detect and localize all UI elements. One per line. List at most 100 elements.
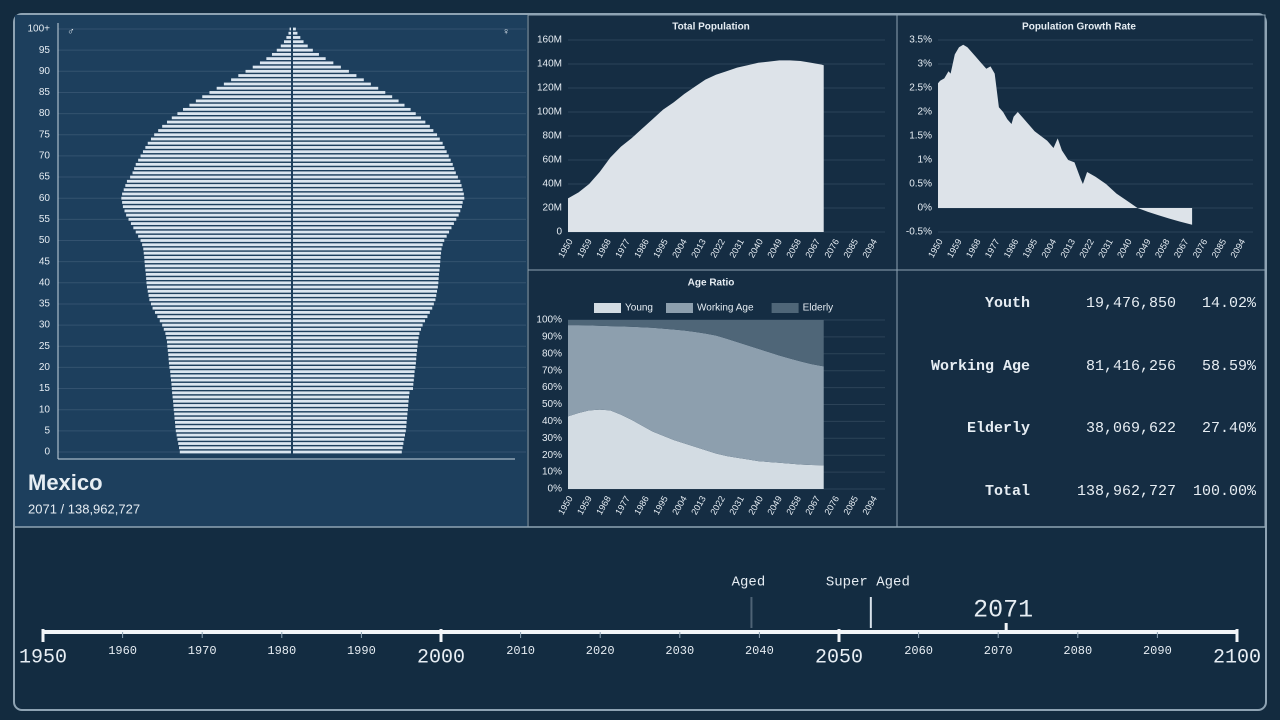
y-tick-label: 20% <box>542 450 562 461</box>
area <box>938 44 1193 225</box>
pyramid-bar <box>223 82 292 86</box>
pyramid-bar <box>292 217 457 221</box>
pyramid-bar <box>126 179 292 183</box>
pyramid-bar <box>292 57 326 61</box>
stat-share: 100.00% <box>1193 483 1257 500</box>
country-name: Mexico <box>28 470 103 495</box>
pyramid-bar <box>150 302 292 306</box>
pyramid-bar <box>276 48 292 52</box>
pyramid-bar <box>146 281 292 285</box>
pyramid-bar <box>292 137 440 141</box>
legend-swatch <box>666 303 693 313</box>
stat-count: 81,416,256 <box>1086 358 1176 375</box>
pyramid-bar <box>146 285 292 289</box>
y-tick-label: 35 <box>39 299 51 310</box>
pyramid-bar <box>292 298 436 302</box>
pyramid-bar <box>292 158 451 162</box>
pyramid-bar <box>126 213 292 217</box>
y-tick-label: 10% <box>542 467 562 478</box>
stat-label: Elderly <box>967 420 1030 437</box>
pyramid-bar <box>292 264 440 268</box>
pyramid-bar <box>259 61 292 65</box>
pyramid-bar <box>159 319 292 323</box>
pyramid-bar <box>292 247 442 251</box>
pyramid-bar <box>168 353 292 357</box>
pyramid-bar <box>158 129 292 132</box>
stat-share: 14.02% <box>1202 295 1257 312</box>
y-tick-label: 30 <box>39 320 51 331</box>
pyramid-bar <box>292 361 416 365</box>
pyramid-bar <box>292 184 462 187</box>
y-tick-label: 60M <box>543 155 562 166</box>
y-tick-label: 30% <box>542 433 562 444</box>
pyramid-bar <box>280 44 292 48</box>
pyramid-bar <box>292 179 461 183</box>
minor-tick-label: 2070 <box>984 644 1013 658</box>
minor-tick-label: 2090 <box>1143 644 1172 658</box>
y-tick-label: 1.5% <box>909 131 932 142</box>
stat-label: Working Age <box>931 358 1030 375</box>
pyramid-bar <box>145 146 292 149</box>
pyramid-bar <box>292 332 420 335</box>
y-tick-label: 55 <box>39 214 51 225</box>
pyramid-bar <box>133 226 292 230</box>
pyramid-bar <box>292 133 438 137</box>
pyramid-bar <box>167 344 292 348</box>
pyramid-bar <box>162 124 292 128</box>
y-tick-label: 50 <box>39 235 51 246</box>
y-tick-label: 45 <box>39 256 51 267</box>
pyramid-bar <box>147 141 292 145</box>
pyramid-bar <box>292 52 319 56</box>
y-tick-label: 90% <box>542 332 562 343</box>
pyramid-bar <box>292 319 426 323</box>
pyramid-bar <box>292 425 407 429</box>
y-tick-label: 60% <box>542 382 562 393</box>
pyramid-bar <box>292 256 441 259</box>
pyramid-bar <box>292 311 430 314</box>
pyramid-bar <box>292 112 416 115</box>
pyramid-bar <box>266 57 292 61</box>
y-tick-label: 20M <box>543 203 562 214</box>
major-tick-label: 1950 <box>19 646 67 669</box>
chart-title: Total Population <box>672 22 750 33</box>
pyramid-bar <box>149 298 292 302</box>
stat-count: 19,476,850 <box>1086 295 1176 312</box>
pyramid-bar <box>292 408 408 412</box>
pyramid-bar <box>292 353 417 357</box>
y-tick-label: 80 <box>39 108 51 119</box>
pyramid-bar <box>292 213 459 217</box>
pyramid-bar <box>292 82 371 86</box>
pyramid-bar <box>121 196 292 200</box>
y-tick-label: 80M <box>543 131 562 142</box>
pyramid-bar <box>292 150 447 154</box>
pyramid-bar <box>166 340 292 344</box>
pyramid-bar <box>292 48 313 52</box>
y-tick-label: 25 <box>39 341 51 352</box>
y-tick-label: 40% <box>542 416 562 427</box>
pyramid-bar <box>292 78 364 82</box>
minor-tick-label: 2020 <box>586 644 615 658</box>
pyramid-bar <box>175 420 292 424</box>
chart-title: Age Ratio <box>688 278 735 289</box>
pyramid-bar <box>177 112 292 115</box>
pyramid-bar <box>292 234 447 238</box>
pyramid-bar <box>292 366 416 369</box>
pyramid-bar <box>238 74 292 77</box>
y-tick-label: 3.5% <box>909 35 932 46</box>
pyramid-bar <box>173 404 292 407</box>
pyramid-bar <box>292 120 426 124</box>
pyramid-bar <box>292 95 393 99</box>
pyramid-bar <box>292 251 442 255</box>
pyramid-bar <box>292 429 406 433</box>
y-tick-label: 140M <box>537 59 562 70</box>
y-tick-label: 100+ <box>27 24 50 35</box>
pyramid-bar <box>178 442 292 445</box>
pyramid-bar <box>179 450 292 454</box>
y-tick-label: 0% <box>548 484 563 495</box>
pyramid-bar <box>292 374 415 378</box>
y-tick-label: -0.5% <box>906 227 932 238</box>
pyramid-bar <box>292 277 439 280</box>
pyramid-bar <box>292 336 419 340</box>
pyramid-bar <box>292 69 349 73</box>
pyramid-bar <box>195 99 292 103</box>
